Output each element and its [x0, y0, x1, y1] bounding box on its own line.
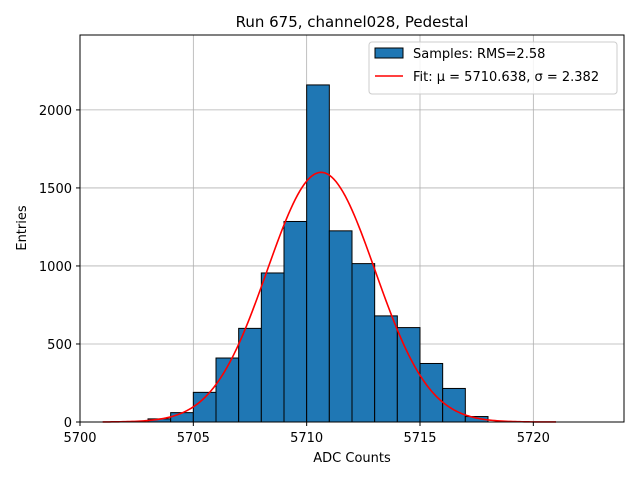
x-tick-label: 5700 — [63, 431, 96, 446]
legend-box — [368, 41, 618, 95]
histogram-bar — [374, 315, 398, 423]
histogram-bar — [328, 230, 353, 423]
histogram-bar — [260, 272, 285, 423]
x-axis-ticks: 5700 5705 5710 5715 5720 — [63, 422, 550, 446]
y-tick-label: 1000 — [39, 260, 72, 275]
y-tick-label: 0 — [64, 416, 72, 431]
chart-title: Run 675, channel028, Pedestal — [236, 13, 469, 31]
histogram-bars — [147, 84, 489, 423]
x-tick-label: 5715 — [403, 431, 436, 446]
y-axis-ticks: 0 500 1000 1500 2000 — [39, 104, 80, 431]
histogram-bar — [351, 263, 376, 423]
histogram-bar — [396, 327, 421, 423]
histogram-bar — [306, 84, 330, 423]
x-tick-label: 5720 — [517, 431, 550, 446]
legend: Samples: RMS=2.58 Fit: μ = 5710.638, σ =… — [368, 41, 618, 95]
x-axis-label: ADC Counts — [313, 451, 391, 466]
y-tick-label: 1500 — [39, 182, 72, 197]
legend-histogram-swatch — [374, 47, 404, 59]
y-tick-label: 2000 — [39, 104, 72, 119]
legend-fit-label: Fit: μ = 5710.638, σ = 2.382 — [413, 70, 599, 85]
histogram-bar — [170, 412, 194, 423]
y-tick-label: 500 — [47, 338, 72, 353]
x-tick-label: 5705 — [177, 431, 210, 446]
histogram-bar — [419, 362, 444, 423]
y-axis-label: Entries — [15, 205, 30, 251]
legend-histogram-label: Samples: RMS=2.58 — [413, 47, 545, 62]
plot-frame — [79, 34, 625, 423]
histogram-bar — [283, 220, 308, 423]
fit-curve-group — [102, 171, 556, 423]
x-tick-label: 5710 — [290, 431, 323, 446]
fit-curve — [102, 171, 556, 423]
histogram-bar — [238, 327, 262, 423]
